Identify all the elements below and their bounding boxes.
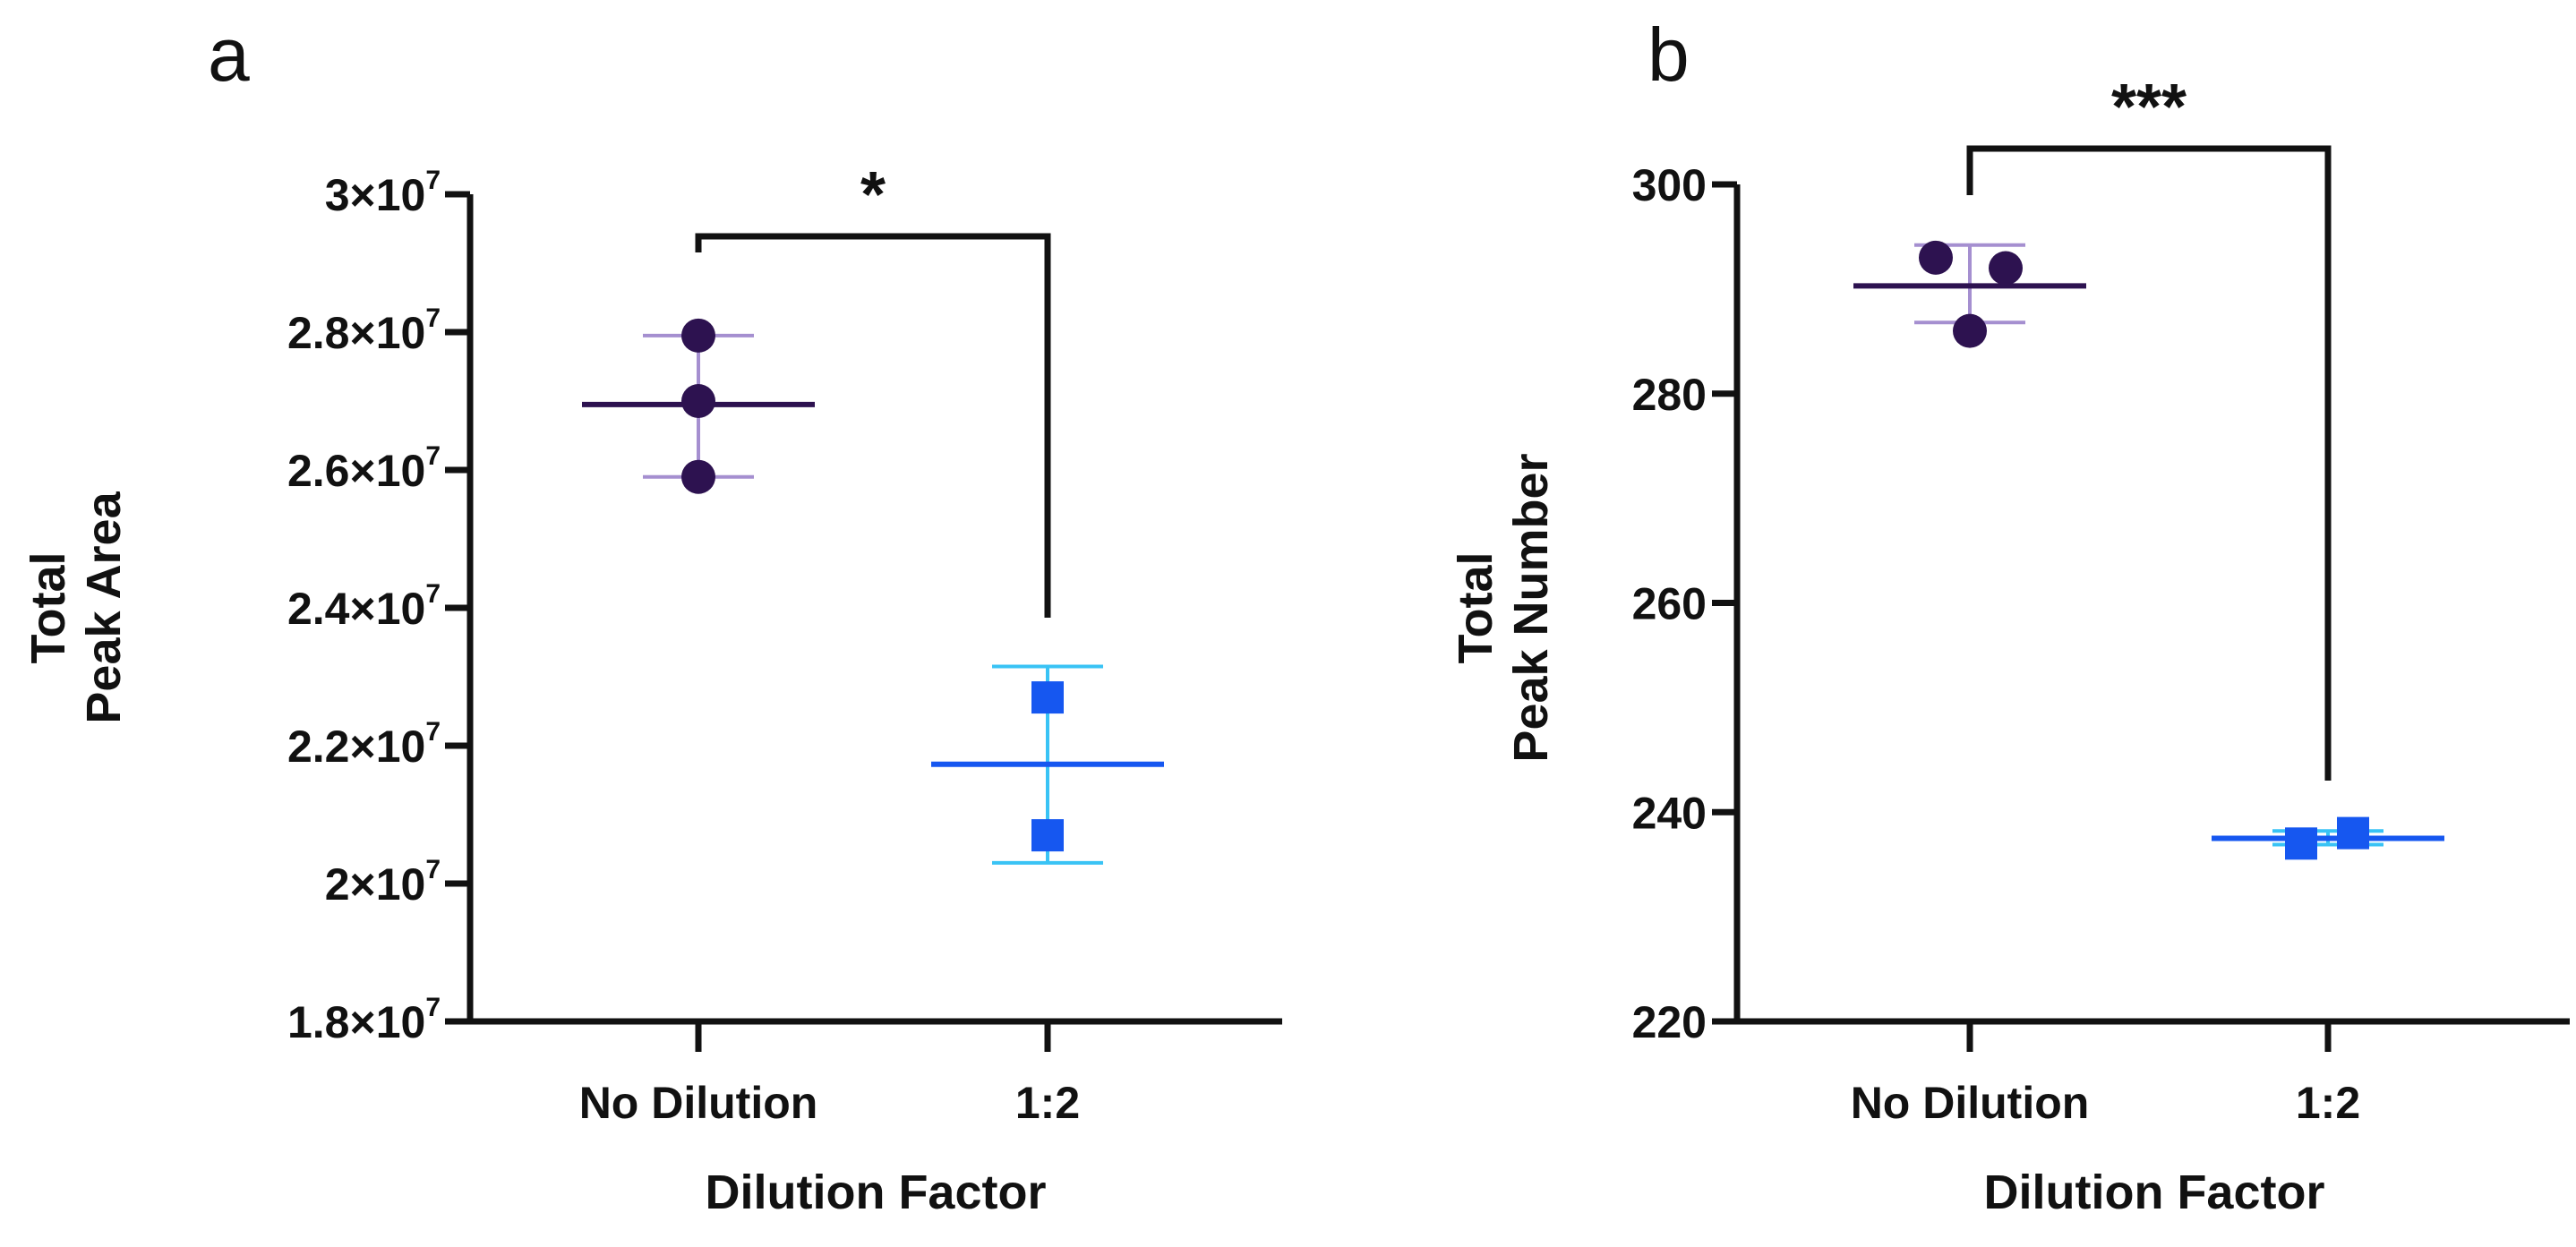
panel-b-x-axis-title: Dilution Factor [1984, 1166, 2325, 1219]
data-point [1919, 240, 1953, 275]
data-point [681, 318, 715, 353]
significance-bracket [1966, 145, 2332, 781]
panel-b-y-ticks: 220 240 260 280 300 [1632, 160, 1737, 1047]
panel-a: a 1.8×107 2×107 2.2×107 2.4×107 2.6×107 2.8×1… [21, 13, 1282, 1219]
significance-bracket [695, 233, 1051, 618]
panel-b-y-axis-title-line1: Total [1449, 552, 1502, 664]
panel-a-x-axis-title: Dilution Factor [706, 1166, 1047, 1219]
significance-label: * [860, 159, 886, 231]
panel-a-y-axis-title-line1: Total [21, 552, 75, 664]
y-tick-label: 3×107 [325, 166, 441, 220]
y-tick-label: 300 [1632, 160, 1707, 210]
y-tick-label: 2.2×107 [287, 717, 441, 772]
panel-a-y-ticks: 1.8×107 2×107 2.2×107 2.4×107 2.6×107 2.8×107… [287, 166, 470, 1047]
x-tick-label: No Dilution [579, 1078, 818, 1128]
panel-a-x-ticks: No Dilution 1:2 [579, 1021, 1080, 1128]
data-point [1953, 313, 1987, 348]
data-point [2285, 827, 2317, 860]
y-tick-label: 2×107 [325, 855, 441, 910]
data-point [1031, 819, 1064, 852]
panel-b-marks: *** [1853, 72, 2444, 860]
y-tick-label: 260 [1632, 579, 1707, 629]
y-tick-label: 2.8×107 [287, 303, 441, 358]
y-tick-label: 1.8×107 [287, 993, 441, 1047]
y-tick-label: 240 [1632, 788, 1707, 838]
data-point [681, 459, 715, 494]
panel-b-y-axis-title-line2: Peak Number [1504, 453, 1558, 762]
x-tick-label: 1:2 [2296, 1078, 2360, 1128]
data-point [1031, 681, 1064, 714]
panel-b: b 220 240 260 280 300 *** No Dilution 1:2 Dil… [1449, 13, 2570, 1219]
panel-a-marks: * [582, 159, 1164, 865]
panel-b-letter: b [1647, 13, 1690, 97]
panel-a-y-axis-title-line2: Peak Area [77, 491, 131, 723]
y-tick-label: 2.6×107 [287, 441, 441, 496]
y-tick-label: 2.4×107 [287, 579, 441, 634]
data-point [2337, 816, 2369, 850]
data-point [681, 384, 715, 418]
x-tick-label: 1:2 [1015, 1078, 1080, 1128]
y-tick-label: 220 [1632, 997, 1707, 1047]
y-tick-label: 280 [1632, 370, 1707, 420]
panel-a-letter: a [208, 13, 250, 97]
panel-b-x-ticks: No Dilution 1:2 [1851, 1021, 2360, 1128]
significance-label: *** [2111, 72, 2187, 143]
x-tick-label: No Dilution [1851, 1078, 2090, 1128]
data-point [1989, 251, 2023, 286]
